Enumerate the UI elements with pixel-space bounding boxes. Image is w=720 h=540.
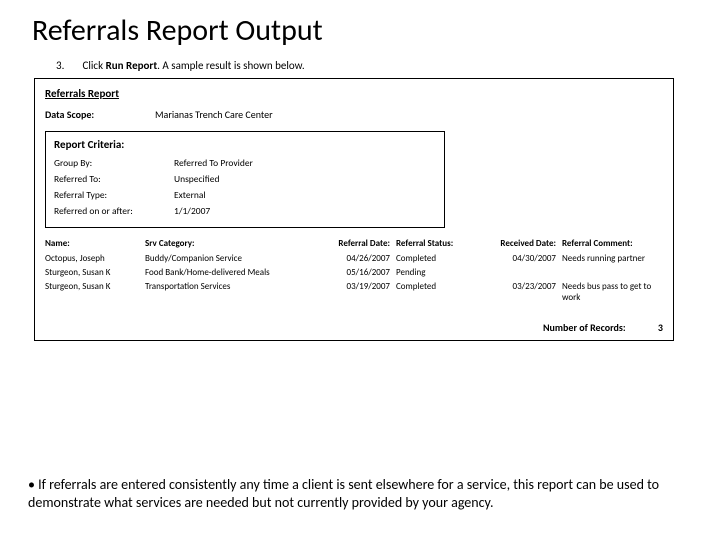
col-comment: Referral Comment: xyxy=(562,238,663,249)
cell-rdate: 03/19/2007 xyxy=(310,281,396,303)
col-recd: Received Date: xyxy=(486,238,562,249)
step-instruction: 3. Click Run Report. A sample result is … xyxy=(56,59,692,72)
record-count-label: Number of Records: xyxy=(543,321,626,334)
criteria-row: Referral Type: External xyxy=(54,189,436,201)
cell-name: Sturgeon, Susan K xyxy=(45,281,145,303)
criteria-value: Unspecified xyxy=(174,173,436,185)
scope-row: Data Scope: Marianas Trench Care Center xyxy=(45,108,663,121)
table-row: Octopus, Joseph Buddy/Companion Service … xyxy=(45,253,663,264)
report-heading: Referrals Report xyxy=(45,87,663,100)
scope-label: Data Scope: xyxy=(45,108,155,121)
cell-srv: Food Bank/Home-delivered Meals xyxy=(145,267,310,278)
cell-status: Pending xyxy=(396,267,486,278)
step-suffix: . A sample result is shown below. xyxy=(157,59,304,72)
col-rdate: Referral Date: xyxy=(310,238,396,249)
criteria-value: 1/1/2007 xyxy=(174,205,436,217)
cell-srv: Transportation Services xyxy=(145,281,310,303)
cell-comment: Needs running partner xyxy=(562,253,663,264)
cell-status: Completed xyxy=(396,253,486,264)
step-bold: Run Report xyxy=(106,59,158,72)
cell-rdate: 05/16/2007 xyxy=(310,267,396,278)
cell-recd xyxy=(486,267,562,278)
col-srv: Srv Category: xyxy=(145,238,310,249)
criteria-label: Group By: xyxy=(54,157,174,169)
col-status: Referral Status: xyxy=(396,238,486,249)
cell-srv: Buddy/Companion Service xyxy=(145,253,310,264)
criteria-value: External xyxy=(174,189,436,201)
criteria-row: Group By: Referred To Provider xyxy=(54,157,436,169)
cell-recd: 04/30/2007 xyxy=(486,253,562,264)
step-number: 3. xyxy=(56,59,80,72)
criteria-label: Referred on or after: xyxy=(54,205,174,217)
cell-rdate: 04/26/2007 xyxy=(310,253,396,264)
col-name: Name: xyxy=(45,238,145,249)
cell-name: Sturgeon, Susan K xyxy=(45,267,145,278)
cell-name: Octopus, Joseph xyxy=(45,253,145,264)
criteria-label: Referral Type: xyxy=(54,189,174,201)
criteria-heading: Report Criteria: xyxy=(54,138,436,151)
bullet-note: • If referrals are entered consistently … xyxy=(28,476,692,512)
cell-comment: Needs bus pass to get to work xyxy=(562,281,663,303)
results-table: Name: Srv Category: Referral Date: Refer… xyxy=(45,238,663,303)
criteria-row: Referred on or after: 1/1/2007 xyxy=(54,205,436,217)
scope-value: Marianas Trench Care Center xyxy=(155,108,273,121)
table-header: Name: Srv Category: Referral Date: Refer… xyxy=(45,238,663,249)
step-prefix: Click xyxy=(83,59,106,72)
criteria-row: Referred To: Unspecified xyxy=(54,173,436,185)
criteria-label: Referred To: xyxy=(54,173,174,185)
cell-recd: 03/23/2007 xyxy=(486,281,562,303)
report-sample: Referrals Report Data Scope: Marianas Tr… xyxy=(34,78,674,341)
criteria-box: Report Criteria: Group By: Referred To P… xyxy=(45,131,445,228)
table-row: Sturgeon, Susan K Food Bank/Home-deliver… xyxy=(45,267,663,278)
cell-status: Completed xyxy=(396,281,486,303)
table-row: Sturgeon, Susan K Transportation Service… xyxy=(45,281,663,303)
record-count-value: 3 xyxy=(658,321,663,334)
record-count-row: Number of Records: 3 xyxy=(45,321,663,334)
criteria-value: Referred To Provider xyxy=(174,157,436,169)
cell-comment xyxy=(562,267,663,278)
page-title: Referrals Report Output xyxy=(32,12,692,49)
